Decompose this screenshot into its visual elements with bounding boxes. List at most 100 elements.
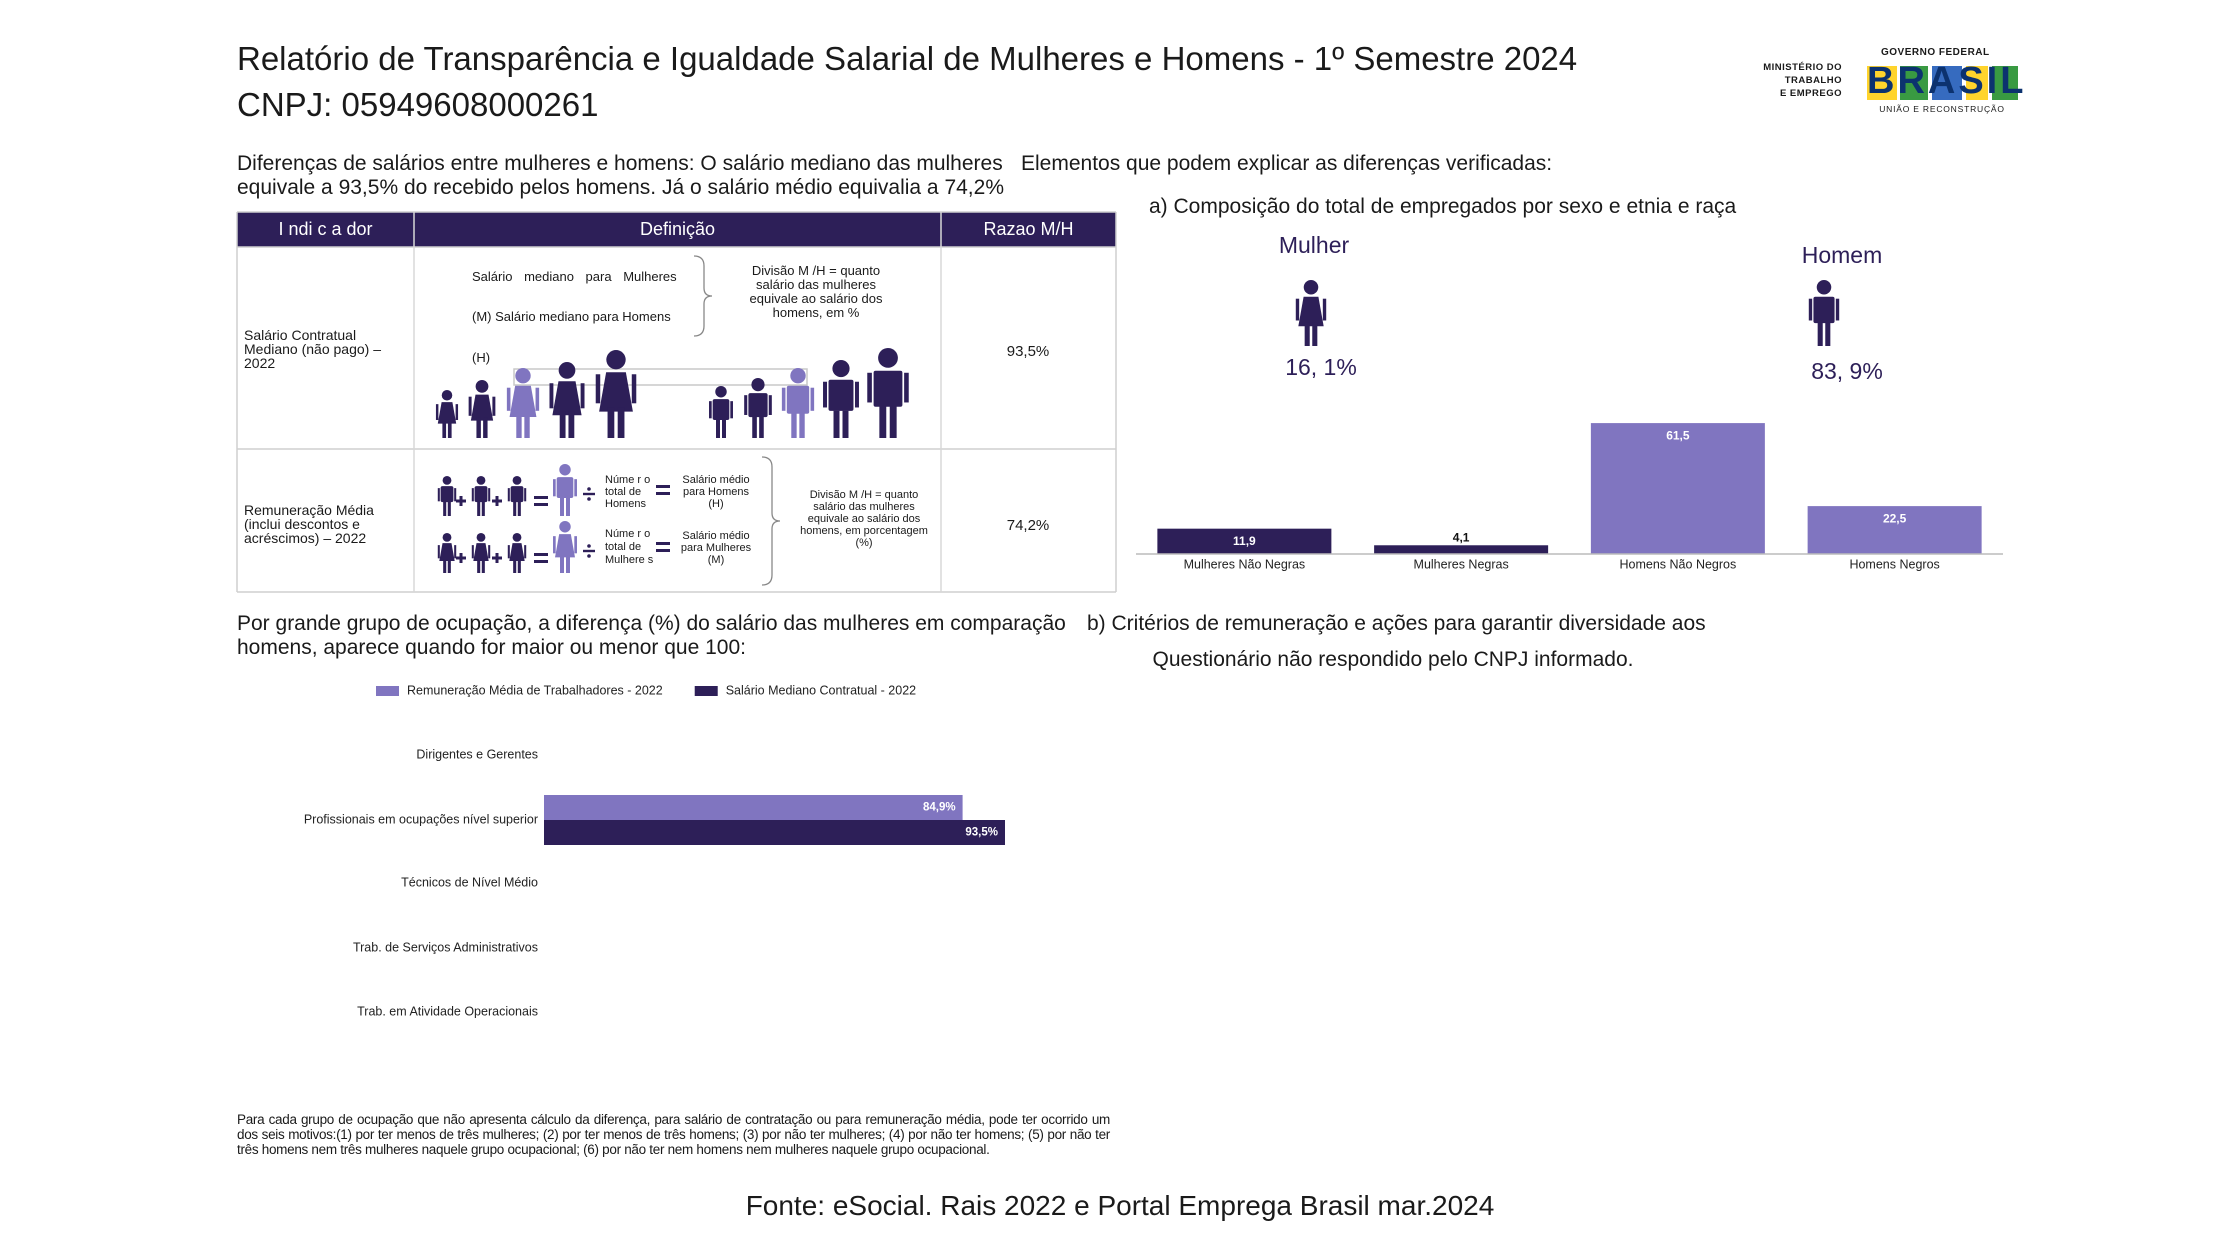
operator [583, 549, 595, 553]
person-icon [506, 368, 540, 438]
icon-body [552, 381, 582, 416]
person-icon [437, 476, 457, 516]
icon-body [474, 486, 488, 503]
bar [1374, 545, 1549, 554]
icon-arm [768, 395, 772, 415]
legend-swatch [694, 686, 718, 696]
y-tick-label: Profissionais em ocupações nível superio… [304, 812, 538, 826]
person-icon [867, 348, 909, 438]
indicator: Remuneração Média (inclui descontos e ac… [244, 502, 374, 546]
section-subtitle: a) Composição do total de empregados por… [1149, 195, 1737, 218]
operator [587, 497, 591, 501]
icon-arm [1808, 298, 1813, 321]
definition-text: Divisão M /H = quanto salário das mulher… [800, 489, 928, 549]
section-text: equivale a 93,5% do recebido pelos homen… [237, 176, 1004, 199]
bar-value-label: 61,5 [1666, 428, 1690, 442]
person-icon [553, 464, 577, 516]
icon-head [442, 533, 452, 542]
icon-leg [721, 419, 726, 438]
icon-leg [483, 417, 488, 438]
icon-head [476, 476, 486, 485]
icon-arm [580, 383, 585, 409]
bar [1157, 528, 1332, 554]
ratio: 93,5% [1006, 343, 1050, 360]
operator [534, 560, 548, 563]
y-tick-label: Trab. de Serviços Administrativos [353, 940, 538, 954]
indicator: Salário Contratual Mediano (não pago) – … [244, 327, 381, 371]
icon-arm [488, 488, 491, 502]
person-icon [507, 533, 527, 573]
icon-leg [568, 411, 575, 438]
icon-body [712, 399, 730, 420]
icon-leg [565, 497, 570, 516]
definition-text: Divisão M /H = quanto salário das mulher… [749, 263, 883, 320]
group-label: Mulher [1278, 232, 1350, 258]
bar [1590, 423, 1765, 554]
icon-body [1298, 296, 1324, 327]
icon-arm [468, 396, 472, 416]
icon-head [512, 533, 522, 542]
definition-text: Núme r o total de Mulhere s [605, 528, 654, 566]
icon-body [748, 393, 768, 418]
bar-value-label: 11,9 [1233, 534, 1256, 548]
icon-leg [513, 502, 517, 516]
operator [587, 487, 591, 491]
icon-leg [447, 559, 451, 573]
icon-body [786, 385, 810, 414]
icon-arm [437, 545, 440, 559]
icon-head [442, 476, 452, 485]
icon-leg [476, 417, 481, 438]
table-header: I ndi c a dor [278, 219, 373, 239]
operator [656, 549, 670, 552]
operator [534, 553, 548, 556]
icon-arm [854, 381, 859, 408]
icon-head [512, 476, 522, 485]
icon-leg [447, 421, 452, 438]
icon-arm [454, 488, 457, 502]
icon-body [440, 486, 454, 503]
person-icon [549, 362, 585, 438]
person-icon [595, 350, 637, 438]
icon-head [441, 390, 453, 401]
cnpj: CNPJ: 05949608000261 [237, 86, 599, 123]
icon-arm [506, 387, 511, 411]
icon-arm [549, 383, 554, 409]
x-tick-label: Homens Não Negros [1620, 557, 1737, 571]
legend-swatch [376, 686, 399, 696]
operator [495, 553, 499, 563]
operator [656, 485, 670, 488]
icon-leg [833, 410, 840, 438]
icon-leg [617, 407, 625, 438]
person-icon [553, 521, 577, 573]
icon-leg [560, 497, 565, 516]
operator [587, 544, 591, 548]
icon-leg [513, 559, 517, 573]
person-icon [744, 378, 772, 438]
icon-leg [799, 413, 805, 438]
icon-body [1813, 296, 1835, 324]
y-tick-label: Trab. em Atividade Operacionais [357, 1004, 538, 1018]
icon-leg [559, 411, 566, 438]
person-icon [435, 390, 459, 438]
icon-leg [443, 502, 447, 516]
icon-leg [716, 419, 721, 438]
icon-leg [759, 417, 764, 438]
icon-arm [507, 545, 510, 559]
definition-text: Salário médio para Mulheres (M) [680, 530, 752, 566]
icon-body [509, 385, 537, 417]
icon-head [606, 350, 626, 370]
icon-leg [752, 417, 757, 438]
icon-leg [1817, 322, 1823, 346]
icon-arm [781, 387, 786, 411]
group-label: Homem [1801, 242, 1883, 268]
x-tick-label: Mulheres Não Negras [1184, 557, 1306, 571]
icon-arm [904, 372, 909, 403]
table-header-bg [237, 212, 1116, 247]
icon-arm [507, 488, 510, 502]
icon-arm [1835, 298, 1840, 321]
icon-body [556, 477, 574, 498]
icon-leg [842, 410, 849, 438]
operator [459, 496, 463, 506]
icon-body [873, 370, 903, 407]
